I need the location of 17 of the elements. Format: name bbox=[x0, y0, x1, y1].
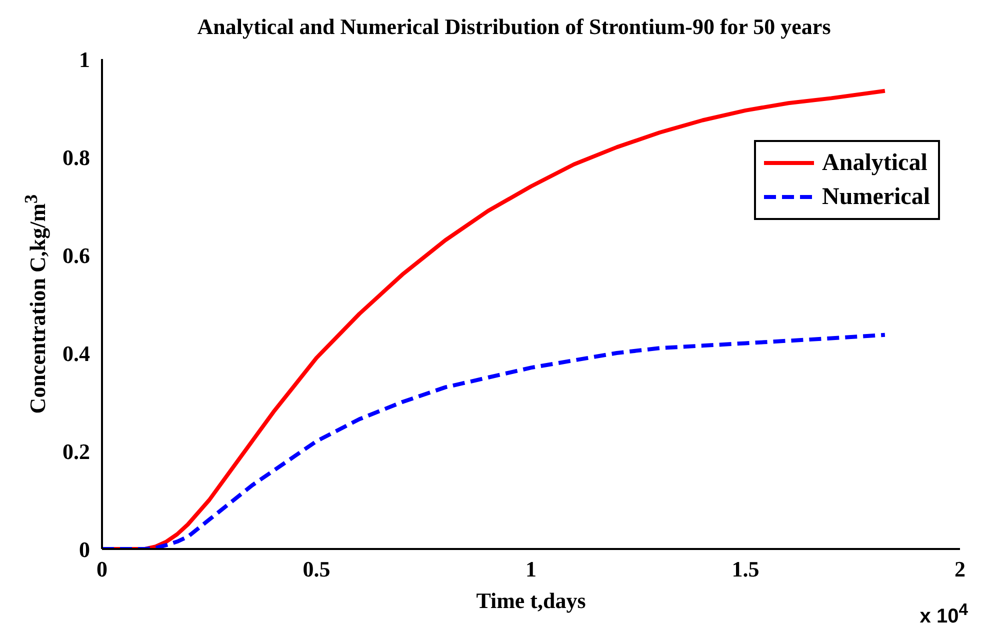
y-tick-label: 0.6 bbox=[62, 242, 90, 268]
x-tick-label: 0 bbox=[96, 556, 108, 582]
legend-label: Numerical bbox=[822, 183, 930, 212]
y-tick-label: 0.8 bbox=[62, 144, 90, 170]
x-tick-label: 0.5 bbox=[302, 556, 330, 582]
x-tick-label: 2 bbox=[954, 556, 966, 582]
x-tick-label: 1.5 bbox=[732, 556, 760, 582]
y-tick-label: 1 bbox=[79, 46, 90, 72]
y-tick-label: 0.4 bbox=[62, 340, 90, 366]
x-axis-title: Time t,days bbox=[476, 588, 586, 613]
text: x 10$^{4}$ bbox=[920, 600, 968, 629]
y-tick-label: 0 bbox=[79, 536, 90, 562]
x-tick-label: 1 bbox=[526, 556, 536, 582]
line-series bbox=[102, 332, 887, 549]
legend-label: Analytical bbox=[822, 149, 928, 178]
chart-title: Analytical and Numerical Distribution of Strontium-90 for 50 years bbox=[196, 14, 832, 40]
y-tick-label: 0.2 bbox=[62, 438, 90, 464]
